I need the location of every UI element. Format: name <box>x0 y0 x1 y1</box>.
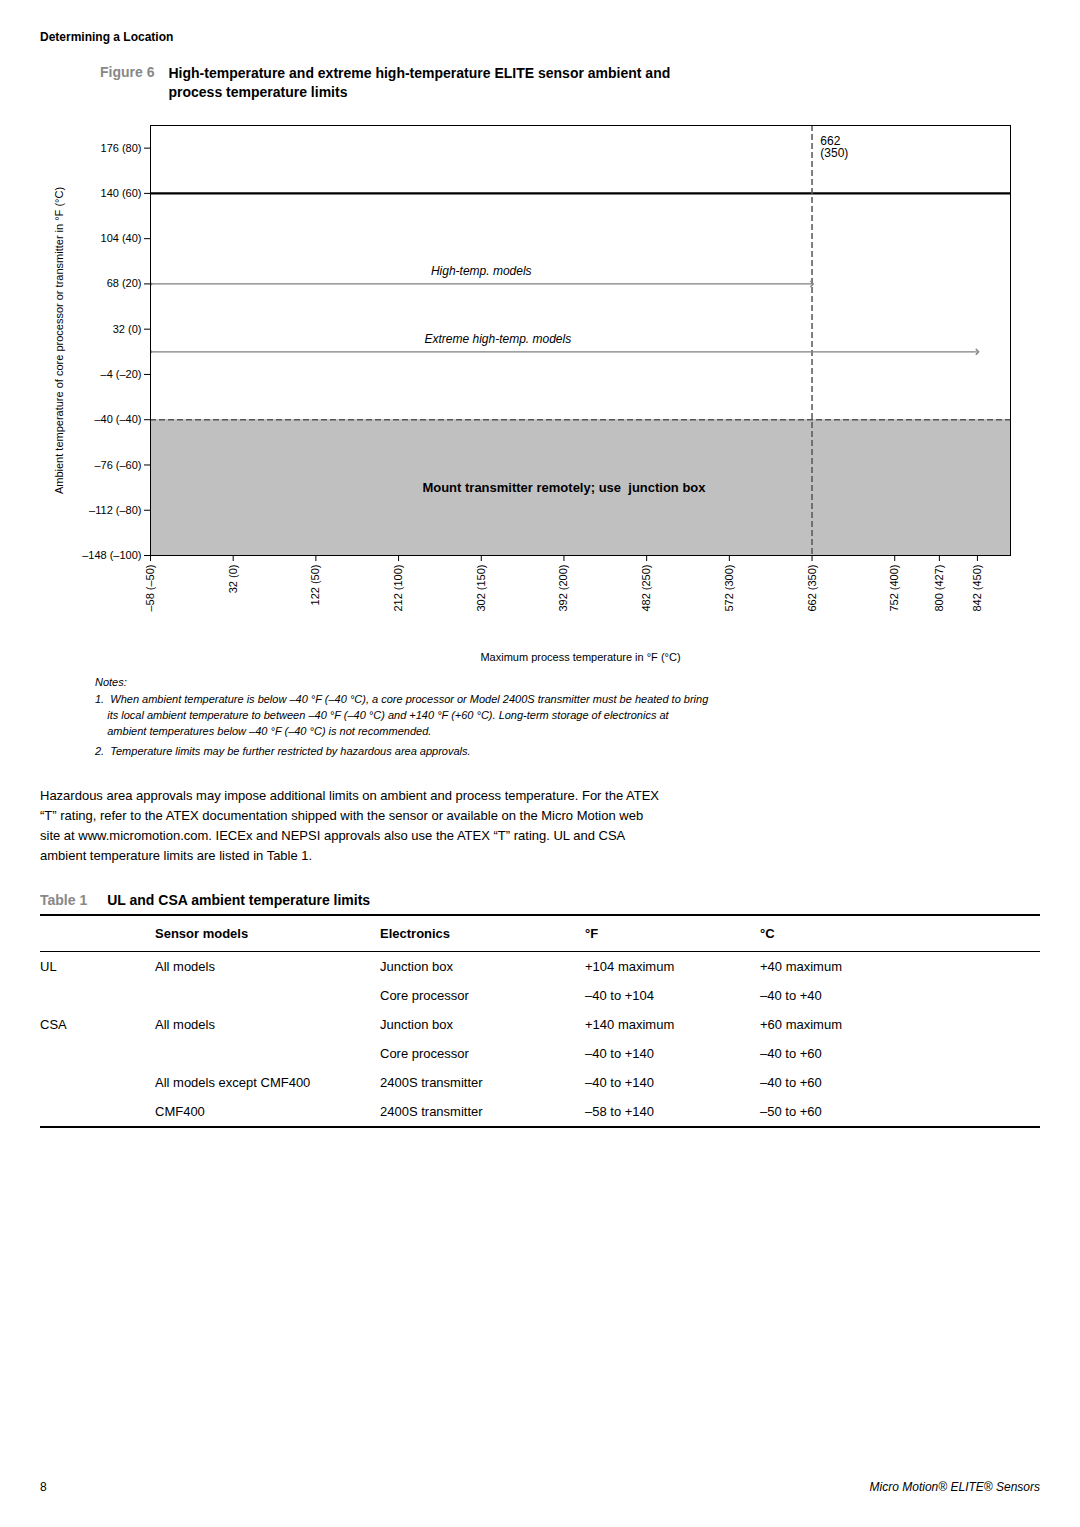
html-text:+104 maximum: +104 maximum <box>585 959 675 975</box>
svg-text:Ambient temperature of core pr: Ambient temperature of core processor or… <box>53 187 65 494</box>
html-text:All models except CMF400: All models except CMF400 <box>155 1075 311 1091</box>
html-text:Junction box: Junction box <box>380 959 453 975</box>
html-text:8: 8 <box>40 1480 47 1494</box>
svg-text:–76 (–60): –76 (–60) <box>94 458 141 470</box>
svg-text:302 (150): 302 (150) <box>475 564 487 611</box>
html-text:Micro Motion® ELITE® Sensors: Micro Motion® ELITE® Sensors <box>869 1480 1040 1494</box>
svg-text:104 (40): 104 (40) <box>101 232 142 244</box>
html-text:CMF400: CMF400 <box>155 1104 205 1120</box>
html-text:Sensor models: Sensor models <box>155 926 249 942</box>
html-text:CSA: CSA <box>40 1017 67 1033</box>
svg-text:68 (20): 68 (20) <box>107 277 142 289</box>
html-text:1. When ambient temperature is: 1. When ambient temperature is below –40… <box>95 692 709 737</box>
svg-text:140 (60): 140 (60) <box>101 187 142 199</box>
svg-text:842 (450): 842 (450) <box>971 564 983 611</box>
html-text:–40 to +140: –40 to +140 <box>585 1046 654 1062</box>
svg-text:32 (0): 32 (0) <box>227 564 239 593</box>
svg-text:–40 (–40): –40 (–40) <box>94 413 141 425</box>
html-text:–40 to +60: –40 to +60 <box>760 1075 822 1091</box>
html-text:–40 to +140: –40 to +140 <box>585 1075 654 1091</box>
html-text:All models: All models <box>155 959 215 975</box>
html-text:UL and CSA ambient temperature: UL and CSA ambient temperature limits <box>107 892 371 909</box>
html-text:Figure 6: Figure 6 <box>100 64 155 80</box>
html-text:+140 maximum: +140 maximum <box>585 1017 675 1033</box>
svg-text:–112 (–80): –112 (–80) <box>89 504 141 516</box>
html-text:2400S transmitter: 2400S transmitter <box>380 1075 483 1091</box>
html-text:High-temperature and extreme h: High-temperature and extreme high-temper… <box>168 65 671 81</box>
html-text:+40 maximum: +40 maximum <box>760 959 842 975</box>
svg-text:752 (400): 752 (400) <box>888 564 900 611</box>
svg-text:–58 (–50): –58 (–50) <box>144 564 156 611</box>
svg-text:Extreme high-temp. models: Extreme high-temp. models <box>424 332 571 346</box>
svg-text:662 (350): 662 (350) <box>806 564 818 611</box>
svg-text:662(350): 662(350) <box>820 134 848 160</box>
html-text:–40 to +60: –40 to +60 <box>760 1046 822 1062</box>
svg-text:482 (250): 482 (250) <box>640 564 652 611</box>
html-text:Electronics: Electronics <box>380 926 451 942</box>
html-text:Notes:: Notes: <box>95 675 127 688</box>
html-text:°C: °C <box>760 926 775 942</box>
html-text:°F: °F <box>585 926 599 942</box>
html-text:Table 1: Table 1 <box>40 892 88 909</box>
svg-text:Mount transmitter remotely; us: Mount transmitter remotely; use junction… <box>422 480 706 495</box>
svg-text:122 (50): 122 (50) <box>309 564 321 605</box>
svg-text:392 (200): 392 (200) <box>557 564 569 611</box>
svg-text:572 (300): 572 (300) <box>723 564 735 611</box>
svg-text:High-temp. models: High-temp. models <box>431 264 532 278</box>
html-text:UL: UL <box>40 959 57 975</box>
html-text:–58 to +140: –58 to +140 <box>585 1104 654 1120</box>
html-text:2400S transmitter: 2400S transmitter <box>380 1104 483 1120</box>
html-text:process temperature limits: process temperature limits <box>168 83 348 100</box>
svg-text:Maximum process temperature in: Maximum process temperature in °F (°C) <box>480 650 680 662</box>
svg-text:212 (100): 212 (100) <box>392 564 404 611</box>
html-text:2. Temperature limits may be f: 2. Temperature limits may be further res… <box>95 744 471 757</box>
html-text:Hazardous area approvals may i: Hazardous area approvals may impose addi… <box>40 787 659 803</box>
html-text:ambient temperature limits are: ambient temperature limits are listed in… <box>40 848 313 863</box>
html-text:Core processor: Core processor <box>380 1046 469 1062</box>
html-text:Core processor: Core processor <box>380 988 469 1004</box>
html-text:–40 to +40: –40 to +40 <box>760 988 822 1004</box>
html-text:Determining a Location: Determining a Location <box>40 30 174 44</box>
html-text:“T” rating, refer to the ATEX: “T” rating, refer to the ATEX documentat… <box>40 807 644 823</box>
html-text:–40 to +104: –40 to +104 <box>585 988 654 1004</box>
svg-text:–148 (–100): –148 (–100) <box>82 549 141 561</box>
html-text:–50 to +60: –50 to +60 <box>760 1104 822 1120</box>
html-text:Junction box: Junction box <box>380 1017 453 1033</box>
html-text:+60 maximum: +60 maximum <box>760 1017 842 1033</box>
svg-text:–4 (–20): –4 (–20) <box>101 368 142 380</box>
html-text:site at www.micromotion.com. I: site at www.micromotion.com. IECEx and N… <box>40 827 626 843</box>
svg-text:800 (427): 800 (427) <box>933 564 945 611</box>
svg-text:176 (80): 176 (80) <box>101 141 142 153</box>
svg-text:32 (0): 32 (0) <box>113 322 142 334</box>
html-text:All models: All models <box>155 1017 215 1033</box>
